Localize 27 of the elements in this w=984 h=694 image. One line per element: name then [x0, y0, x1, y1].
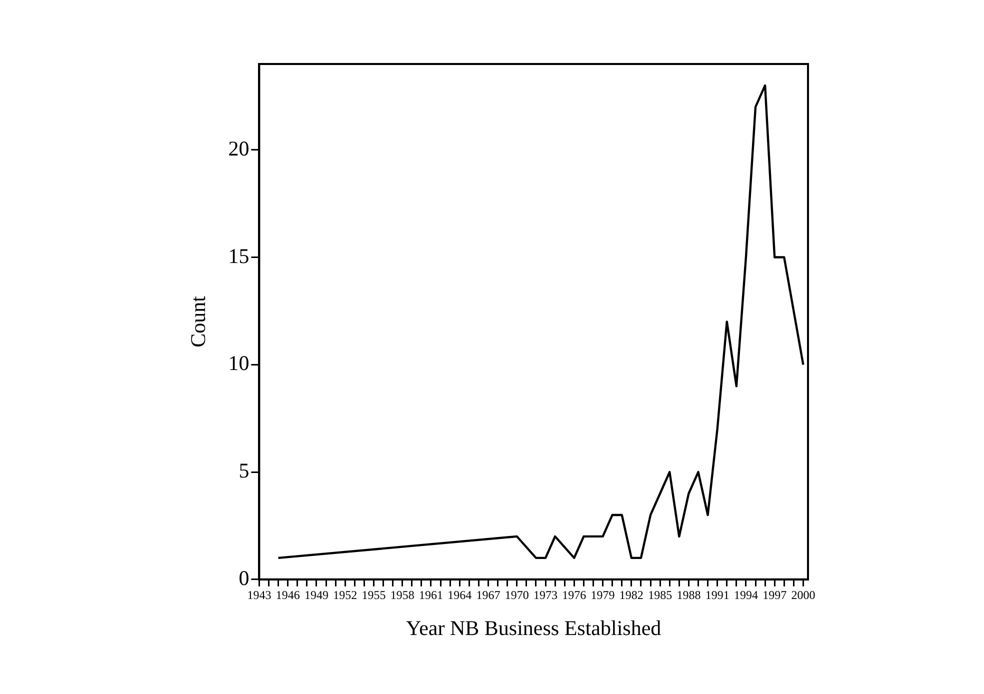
x-tick-label: 2000 — [791, 588, 816, 602]
x-axis-title: Year NB Business Established — [406, 616, 662, 640]
x-tick-label: 1982 — [619, 588, 644, 602]
x-tick-label: 1958 — [390, 588, 414, 602]
x-tick-label: 1952 — [333, 588, 358, 602]
x-tick-label: 1991 — [705, 588, 730, 602]
y-tick-label: 20 — [228, 136, 250, 160]
y-tick-label: 0 — [238, 566, 250, 590]
x-tick-label: 1997 — [762, 588, 787, 602]
x-tick-label: 1964 — [448, 588, 472, 602]
y-tick-label: 15 — [228, 244, 250, 268]
x-tick-label: 1994 — [734, 588, 758, 602]
x-tick-label: 1961 — [419, 588, 443, 602]
x-tick-label: 1943 — [247, 588, 272, 602]
x-tick-label: 1985 — [648, 588, 672, 602]
x-tick-label: 1949 — [304, 588, 328, 602]
y-tick-label: 5 — [238, 458, 250, 483]
x-tick-label: 1955 — [362, 588, 386, 602]
y-axis-title: Count — [186, 296, 210, 348]
x-tick-label: 1976 — [562, 588, 586, 602]
x-tick-label: 1970 — [504, 588, 529, 602]
y-tick-label: 10 — [228, 351, 250, 376]
x-tick-label: 1946 — [276, 588, 300, 602]
x-tick-label: 1967 — [476, 588, 500, 602]
x-tick-label: 1979 — [590, 588, 615, 602]
x-tick-label: 1973 — [534, 588, 558, 602]
x-tick-label: 1988 — [676, 588, 701, 602]
